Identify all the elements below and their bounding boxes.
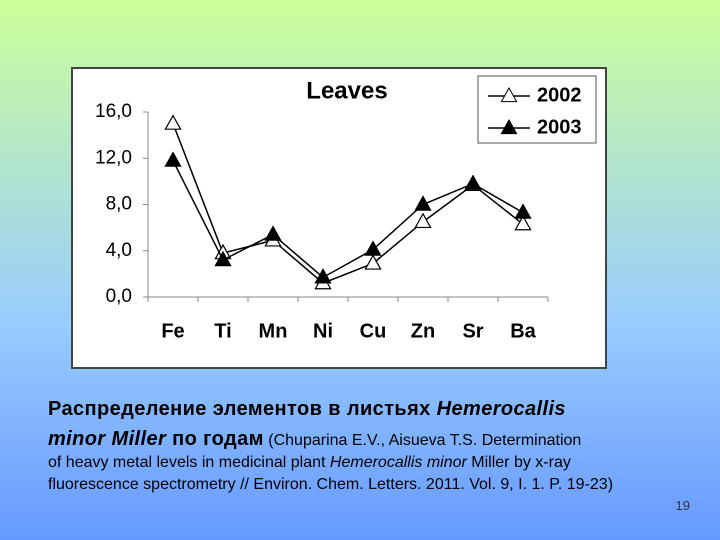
marker — [414, 195, 432, 211]
x-tick-label: Fe — [161, 320, 184, 342]
caption-text: (Chuparina E.V., Aisueva T.S. Determinat… — [263, 432, 582, 449]
marker — [314, 268, 332, 284]
caption-line: of heavy metal levels in medicinal plant… — [48, 454, 571, 472]
x-tick-label: Cu — [360, 320, 387, 342]
chart: Leaves 0,0 4,0 8,0 12,0 16,0 Fe Ti Mn Ni Cu Zn Sr Ba… — [71, 67, 607, 369]
series-line — [172, 160, 524, 279]
caption-line: fluorescence spectrometry // Environ. Ch… — [48, 476, 613, 494]
marker — [414, 212, 432, 229]
y-tick-label: 8,0 — [106, 194, 132, 215]
x-tick-label: Mn — [259, 320, 288, 342]
caption-text: Hemerocallis — [436, 398, 566, 420]
caption-text: Распределение элементов в листьях — [48, 398, 437, 420]
marker — [264, 225, 282, 241]
caption-text: minor Miller — [48, 428, 167, 450]
marker — [214, 250, 232, 267]
slide-number: 19 — [675, 498, 690, 513]
x-tick-label: Sr — [462, 320, 483, 342]
marker — [464, 174, 482, 190]
marker — [164, 151, 182, 167]
legend-box — [477, 75, 597, 144]
legend-label: 2002 — [537, 84, 582, 106]
marker — [514, 203, 532, 219]
caption-text: Miller by x-ray — [466, 454, 571, 471]
y-tick-label: 0,0 — [106, 286, 132, 307]
caption-line: Распределение элементов в листьях Hemero… — [48, 398, 566, 421]
x-tick-label: Ti — [214, 320, 231, 342]
x-tick-label: Ba — [510, 320, 536, 342]
caption-text: Hemerocallis minor — [329, 454, 467, 471]
legend-marker — [500, 118, 518, 135]
caption-text: fluorescence spectrometry // Environ. Ch… — [48, 476, 614, 493]
x-tick-label: Ni — [313, 320, 333, 342]
chart-title: Leaves — [306, 77, 387, 104]
y-tick-label: 12,0 — [95, 147, 132, 168]
y-tick-label: 16,0 — [95, 101, 132, 122]
marker — [164, 114, 182, 130]
caption-text: of heavy metal levels in medicinal plant — [48, 454, 330, 471]
marker — [364, 254, 382, 270]
caption-line: minor Miller по годам (Chuparina E.V., A… — [48, 428, 581, 451]
caption-text: по годам — [166, 428, 264, 450]
marker — [514, 214, 532, 231]
x-tick-label: Zn — [411, 320, 435, 342]
marker — [364, 240, 382, 256]
y-tick-label: 4,0 — [106, 240, 132, 261]
legend-marker — [500, 86, 518, 103]
legend-label: 2003 — [537, 116, 582, 138]
